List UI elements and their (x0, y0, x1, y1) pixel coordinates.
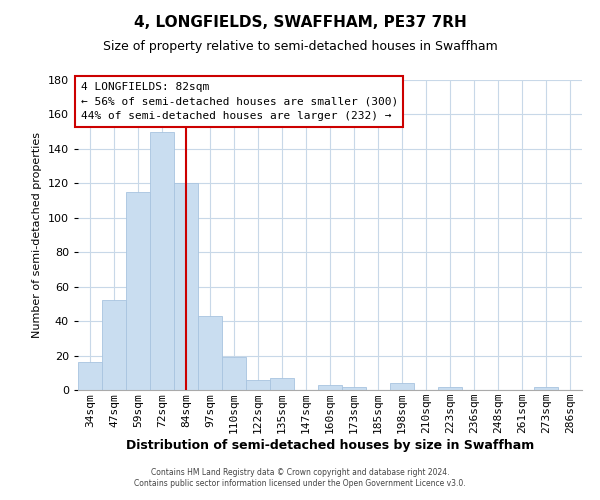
Bar (342, 386, 366, 390)
Text: Contains HM Land Registry data © Crown copyright and database right 2024.
Contai: Contains HM Land Registry data © Crown c… (134, 468, 466, 487)
Bar (150, 132, 174, 390)
Y-axis label: Number of semi-detached properties: Number of semi-detached properties (32, 132, 42, 338)
Bar (318, 385, 342, 390)
Bar (438, 386, 462, 390)
Bar (78, 362, 102, 390)
Bar (198, 316, 222, 390)
Text: Size of property relative to semi-detached houses in Swaffham: Size of property relative to semi-detach… (103, 40, 497, 53)
Bar (174, 184, 198, 390)
Bar (270, 378, 294, 390)
Bar (246, 380, 270, 390)
Bar (390, 383, 414, 390)
Bar (126, 192, 150, 390)
Text: 4 LONGFIELDS: 82sqm
← 56% of semi-detached houses are smaller (300)
44% of semi-: 4 LONGFIELDS: 82sqm ← 56% of semi-detach… (80, 82, 398, 121)
Text: 4, LONGFIELDS, SWAFFHAM, PE37 7RH: 4, LONGFIELDS, SWAFFHAM, PE37 7RH (134, 15, 466, 30)
Bar (222, 358, 246, 390)
Bar (102, 300, 126, 390)
Bar (534, 386, 558, 390)
X-axis label: Distribution of semi-detached houses by size in Swaffham: Distribution of semi-detached houses by … (126, 439, 534, 452)
